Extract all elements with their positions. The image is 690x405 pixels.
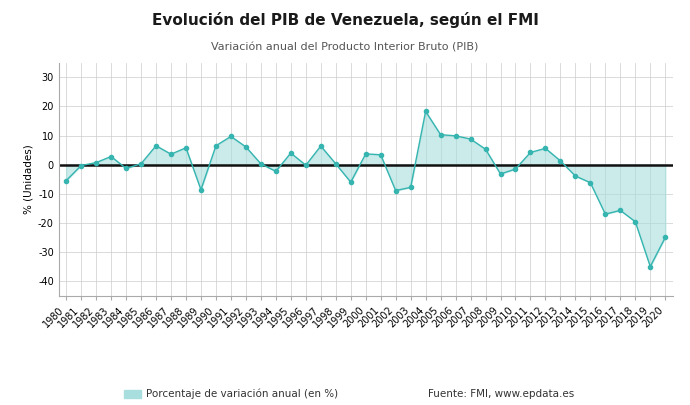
Text: Fuente: FMI, www.epdata.es: Fuente: FMI, www.epdata.es: [428, 389, 574, 399]
Text: Evolución del PIB de Venezuela, según el FMI: Evolución del PIB de Venezuela, según el…: [152, 12, 538, 28]
Text: Porcentaje de variación anual (en %): Porcentaje de variación anual (en %): [146, 389, 338, 399]
Text: Variación anual del Producto Interior Bruto (PIB): Variación anual del Producto Interior Br…: [211, 43, 479, 53]
Y-axis label: % (Unidades): % (Unidades): [23, 144, 34, 214]
